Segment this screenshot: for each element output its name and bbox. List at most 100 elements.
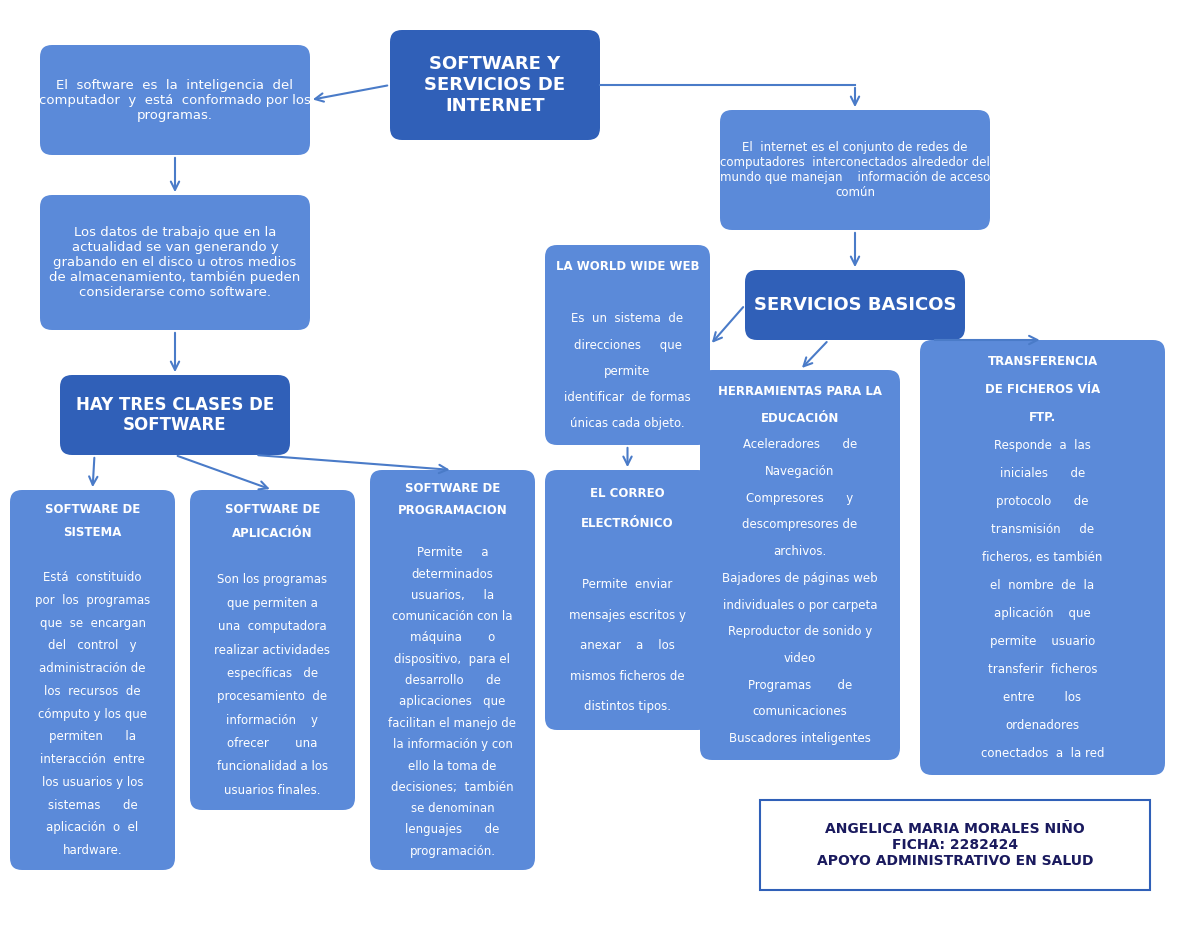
Text: la información y con: la información y con xyxy=(392,738,512,751)
Text: Los datos de trabajo que en la
actualidad se van generando y
grabando en el disc: Los datos de trabajo que en la actualida… xyxy=(49,226,301,299)
Text: Son los programas: Son los programas xyxy=(217,573,328,587)
Text: una  computadora: una computadora xyxy=(218,620,326,633)
FancyBboxPatch shape xyxy=(720,110,990,230)
Text: únicas cada objeto.: únicas cada objeto. xyxy=(570,417,685,430)
Text: SOFTWARE Y
SERVICIOS DE
INTERNET: SOFTWARE Y SERVICIOS DE INTERNET xyxy=(425,56,565,115)
Text: HAY TRES CLASES DE
SOFTWARE: HAY TRES CLASES DE SOFTWARE xyxy=(76,396,274,435)
Text: El  software  es  la  inteligencia  del
computador  y  está  conformado por los
: El software es la inteligencia del compu… xyxy=(40,79,311,121)
Text: Bajadores de páginas web: Bajadores de páginas web xyxy=(722,572,878,585)
FancyBboxPatch shape xyxy=(545,470,710,730)
Text: ficheros, es también: ficheros, es también xyxy=(983,551,1103,564)
Text: distintos tipos.: distintos tipos. xyxy=(584,700,671,713)
Text: procesamiento  de: procesamiento de xyxy=(217,691,328,704)
FancyBboxPatch shape xyxy=(60,375,290,455)
Text: El  internet es el conjunto de redes de
computadores  interconectados alrededor : El internet es el conjunto de redes de c… xyxy=(720,141,990,199)
Text: lenguajes      de: lenguajes de xyxy=(406,823,499,836)
Text: dispositivo,  para el: dispositivo, para el xyxy=(395,653,510,666)
FancyBboxPatch shape xyxy=(370,470,535,870)
Text: DE FICHEROS VÍA: DE FICHEROS VÍA xyxy=(985,384,1100,397)
Text: específicas   de: específicas de xyxy=(227,667,318,679)
Text: TRANSFERENCIA: TRANSFERENCIA xyxy=(988,355,1098,368)
Text: los  recursos  de: los recursos de xyxy=(44,685,140,698)
Text: LA WORLD WIDE WEB: LA WORLD WIDE WEB xyxy=(556,260,700,273)
Text: ordenadores: ordenadores xyxy=(1006,718,1080,731)
Text: iniciales      de: iniciales de xyxy=(1000,467,1085,480)
FancyBboxPatch shape xyxy=(10,490,175,870)
Text: comunicación con la: comunicación con la xyxy=(392,610,512,623)
FancyBboxPatch shape xyxy=(40,45,310,155)
Text: identificar  de formas: identificar de formas xyxy=(564,391,691,404)
Text: Compresores      y: Compresores y xyxy=(746,491,853,504)
Text: video: video xyxy=(784,652,816,665)
FancyBboxPatch shape xyxy=(760,800,1150,890)
Text: transferir  ficheros: transferir ficheros xyxy=(988,663,1097,676)
Text: Está  constituido: Está constituido xyxy=(43,571,142,584)
Text: SOFTWARE DE: SOFTWARE DE xyxy=(404,482,500,495)
Text: ello la toma de: ello la toma de xyxy=(408,759,497,772)
Text: cómputo y los que: cómputo y los que xyxy=(38,707,148,720)
Text: EDUCACIÓN: EDUCACIÓN xyxy=(761,412,839,425)
Text: archivos.: archivos. xyxy=(773,545,827,558)
Text: Aceleradores      de: Aceleradores de xyxy=(743,438,857,451)
Text: Navegación: Navegación xyxy=(766,465,835,478)
Text: interacción  entre: interacción entre xyxy=(40,753,145,766)
Text: usuarios finales.: usuarios finales. xyxy=(224,784,320,797)
Text: anexar    a    los: anexar a los xyxy=(580,640,674,653)
Text: entre        los: entre los xyxy=(1003,691,1081,704)
Text: Permite     a: Permite a xyxy=(416,546,488,559)
Text: ofrecer       una: ofrecer una xyxy=(227,737,318,750)
Text: Responde  a  las: Responde a las xyxy=(994,439,1091,452)
Text: hardware.: hardware. xyxy=(62,844,122,857)
Text: el  nombre  de  la: el nombre de la xyxy=(990,579,1094,592)
Text: APLICACIÓN: APLICACIÓN xyxy=(232,527,313,540)
Text: por  los  programas: por los programas xyxy=(35,594,150,607)
Text: aplicación    que: aplicación que xyxy=(994,607,1091,620)
FancyBboxPatch shape xyxy=(920,340,1165,775)
Text: descompresores de: descompresores de xyxy=(743,518,858,531)
Text: Es  un  sistema  de: Es un sistema de xyxy=(571,312,684,325)
Text: SERVICIOS BASICOS: SERVICIOS BASICOS xyxy=(754,296,956,314)
Text: mensajes escritos y: mensajes escritos y xyxy=(569,609,686,622)
Text: permite    usuario: permite usuario xyxy=(990,635,1096,648)
Text: que  se  encargan: que se encargan xyxy=(40,616,145,629)
Text: sistemas      de: sistemas de xyxy=(48,799,137,812)
Text: SOFTWARE DE: SOFTWARE DE xyxy=(224,503,320,516)
Text: Programas       de: Programas de xyxy=(748,679,852,692)
Text: decisiones;  también: decisiones; también xyxy=(391,781,514,794)
Text: aplicación  o  el: aplicación o el xyxy=(47,821,139,834)
Text: máquina       o: máquina o xyxy=(410,631,496,644)
FancyBboxPatch shape xyxy=(745,270,965,340)
Text: se denominan: se denominan xyxy=(410,802,494,815)
Text: determinados: determinados xyxy=(412,567,493,580)
Text: ELECTRÓNICO: ELECTRÓNICO xyxy=(581,517,674,530)
Text: ANGELICA MARIA MORALES NIÑO
FICHA: 2282424
APOYO ADMINISTRATIVO EN SALUD: ANGELICA MARIA MORALES NIÑO FICHA: 22824… xyxy=(817,822,1093,869)
FancyBboxPatch shape xyxy=(545,245,710,445)
Text: programación.: programación. xyxy=(409,844,496,857)
Text: permite: permite xyxy=(605,365,650,378)
Text: HERRAMIENTAS PARA LA: HERRAMIENTAS PARA LA xyxy=(718,385,882,398)
Text: aplicaciones   que: aplicaciones que xyxy=(400,695,505,708)
Text: facilitan el manejo de: facilitan el manejo de xyxy=(389,717,516,730)
FancyBboxPatch shape xyxy=(390,30,600,140)
Text: FTP.: FTP. xyxy=(1028,412,1056,425)
Text: protocolo      de: protocolo de xyxy=(996,495,1088,508)
Text: PROGRAMACION: PROGRAMACION xyxy=(397,503,508,516)
Text: EL CORREO: EL CORREO xyxy=(590,487,665,500)
Text: Buscadores inteligentes: Buscadores inteligentes xyxy=(730,732,871,745)
Text: mismos ficheros de: mismos ficheros de xyxy=(570,669,685,683)
Text: SOFTWARE DE: SOFTWARE DE xyxy=(44,502,140,515)
FancyBboxPatch shape xyxy=(190,490,355,810)
Text: comunicaciones: comunicaciones xyxy=(752,705,847,718)
Text: realizar actividades: realizar actividades xyxy=(215,643,330,656)
Text: individuales o por carpeta: individuales o por carpeta xyxy=(722,599,877,612)
Text: desarrollo      de: desarrollo de xyxy=(404,674,500,687)
Text: usuarios,     la: usuarios, la xyxy=(410,589,494,602)
Text: que permiten a: que permiten a xyxy=(227,597,318,610)
Text: información    y: información y xyxy=(227,714,318,727)
Text: direcciones     que: direcciones que xyxy=(574,338,682,351)
Text: del   control   y: del control y xyxy=(48,640,137,653)
FancyBboxPatch shape xyxy=(40,195,310,330)
Text: SISTEMA: SISTEMA xyxy=(64,526,121,539)
Text: conectados  a  la red: conectados a la red xyxy=(980,746,1104,759)
FancyBboxPatch shape xyxy=(700,370,900,760)
